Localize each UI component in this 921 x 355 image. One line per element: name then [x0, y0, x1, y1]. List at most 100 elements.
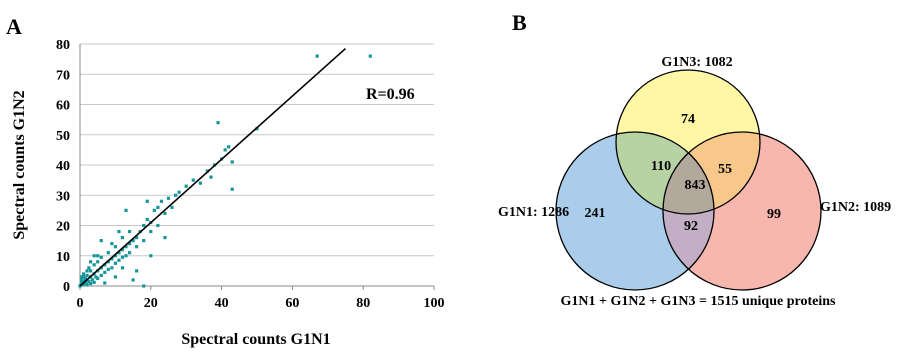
data-point — [110, 266, 114, 270]
x-tick-label: 40 — [215, 296, 229, 311]
data-point — [81, 283, 86, 287]
data-point — [110, 257, 114, 261]
y-tick-label: 40 — [56, 159, 70, 174]
region-all-three: 843 — [685, 178, 706, 193]
data-point — [227, 145, 231, 149]
x-tick-labels: 0 20 40 60 80 100 — [77, 296, 445, 311]
data-point — [90, 278, 94, 282]
data-point — [110, 242, 114, 246]
data-point — [170, 205, 174, 209]
data-point — [216, 121, 220, 125]
panel-label-b: B — [512, 10, 527, 35]
data-point — [83, 281, 87, 285]
data-point — [315, 54, 319, 58]
data-point — [159, 199, 164, 203]
data-point — [94, 275, 98, 279]
set-label-g1n3: G1N3: 1082 — [661, 55, 732, 70]
data-point — [127, 242, 132, 246]
data-point — [89, 269, 93, 273]
data-point — [184, 184, 188, 188]
data-point — [85, 269, 89, 273]
data-point — [198, 181, 202, 185]
data-point — [163, 236, 167, 240]
data-point — [368, 54, 372, 58]
y-tick-labels: 0 10 20 30 40 50 60 70 80 — [56, 38, 70, 295]
data-point — [89, 260, 93, 264]
data-point — [89, 281, 93, 286]
data-point — [120, 266, 125, 270]
data-point — [106, 260, 110, 264]
data-point — [124, 208, 128, 212]
region-g1n1-g1n2: 92 — [684, 219, 698, 234]
data-point — [79, 275, 84, 279]
data-point — [106, 267, 110, 271]
region-only-g1n1: 241 — [585, 206, 606, 221]
data-point — [117, 251, 121, 255]
data-point — [124, 254, 128, 258]
regression-line — [79, 47, 347, 287]
y-axis-title: Spectral counts G1N2 — [11, 90, 28, 239]
correlation-annotation: R=0.96 — [366, 86, 415, 103]
data-point — [96, 254, 100, 258]
data-point — [113, 261, 117, 265]
data-point — [120, 248, 125, 252]
scatter-chart-panel: A 0 10 20 30 40 50 60 70 80 0 20 40 60 80 100 R=0.96 … — [0, 0, 460, 350]
data-point — [120, 255, 125, 259]
data-point — [87, 266, 91, 270]
data-point — [92, 280, 96, 284]
y-tick-label: 60 — [56, 99, 70, 114]
x-tick-label: 100 — [424, 296, 445, 311]
data-point — [80, 281, 84, 285]
y-tick-label: 20 — [56, 220, 70, 235]
y-tick-label: 30 — [56, 189, 70, 204]
data-point — [83, 276, 87, 281]
data-point — [223, 148, 227, 152]
data-point — [92, 263, 96, 267]
data-point — [173, 193, 178, 197]
venn-caption: G1N1 + G1N2 + G1N3 = 1515 unique protein… — [561, 294, 836, 309]
axes — [79, 44, 435, 290]
y-tick-label: 80 — [56, 38, 70, 53]
set-label-g1n1: G1N1: 1286 — [498, 205, 569, 220]
grid-lines — [80, 43, 434, 257]
overlap-all-three — [663, 132, 714, 214]
x-axis-title: Spectral counts G1N1 — [181, 331, 330, 348]
data-points — [78, 54, 372, 288]
panel-label-a: A — [6, 14, 22, 39]
data-point — [145, 199, 149, 203]
data-point — [145, 217, 149, 222]
data-point — [81, 275, 86, 279]
region-g1n1-g1n3: 110 — [651, 159, 671, 174]
data-point — [103, 281, 107, 285]
data-point — [96, 260, 100, 264]
x-tick-label: 20 — [144, 296, 158, 311]
data-point — [113, 245, 117, 249]
y-tick-label: 70 — [56, 68, 70, 83]
data-point — [99, 255, 103, 259]
data-point — [135, 245, 139, 249]
data-point — [135, 269, 139, 273]
data-point — [191, 178, 195, 182]
x-tick-label: 0 — [77, 296, 84, 311]
data-point — [149, 254, 153, 258]
data-point — [209, 175, 213, 179]
data-point — [99, 273, 103, 278]
venn-diagram-panel: B G1N3: 1082 G1N1: 1286 G1N2: 1089 74 11… — [480, 0, 921, 350]
data-point — [120, 236, 125, 240]
data-point — [117, 229, 121, 234]
venn-diagram: B G1N3: 1082 G1N1: 1286 G1N2: 1089 74 11… — [498, 10, 891, 309]
data-point — [230, 187, 234, 191]
data-point — [149, 229, 153, 234]
data-point — [142, 223, 146, 228]
data-point — [106, 251, 110, 255]
x-tick-label: 80 — [356, 296, 370, 311]
data-point — [80, 278, 84, 282]
data-point — [163, 211, 167, 215]
data-point — [96, 276, 100, 281]
y-tick-label: 50 — [56, 129, 70, 144]
x-tick-label: 60 — [285, 296, 299, 311]
data-point — [92, 254, 96, 258]
data-point — [117, 258, 121, 262]
data-point — [131, 239, 135, 243]
